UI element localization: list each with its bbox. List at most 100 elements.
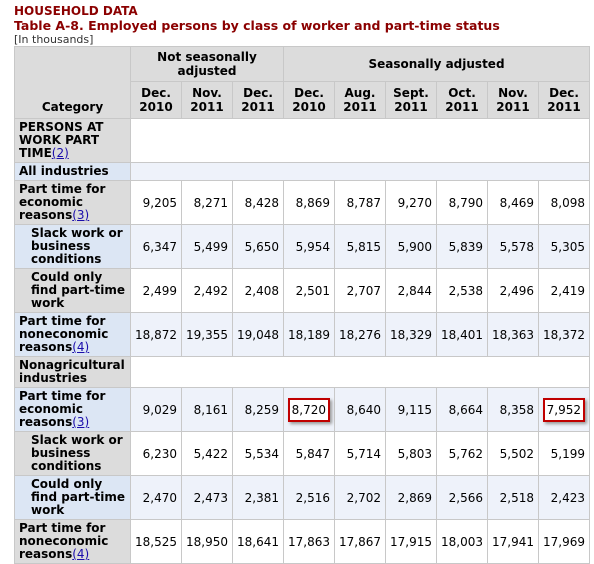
footnote-link[interactable]: (3)	[72, 208, 90, 222]
cell-value: 19,048	[237, 327, 279, 342]
table-cell: 5,815	[334, 224, 386, 269]
table-cell: 6,230	[130, 431, 182, 476]
table-cell: 17,863	[283, 519, 335, 564]
table-row: Part time for noneconomic reasons(4) 18,…	[14, 519, 590, 564]
row-label: Could only find part-time work	[14, 475, 131, 520]
table-cell: 9,115	[385, 387, 437, 432]
table-cell: 8,161	[181, 387, 233, 432]
section-title: HOUSEHOLD DATA	[14, 4, 138, 18]
cell-value: 5,847	[295, 446, 330, 461]
footnote-link[interactable]: (2)	[51, 146, 69, 160]
col-header: Dec. 2010	[283, 81, 335, 119]
cell-value: 18,003	[441, 534, 483, 549]
table-cell: 5,199	[538, 431, 590, 476]
table-cell: 2,423	[538, 475, 590, 520]
table-cell: 5,954	[283, 224, 335, 269]
group-header-nsa: Not seasonally adjusted	[130, 46, 284, 82]
cell-value: 8,869	[295, 195, 330, 210]
cell-value: 5,839	[448, 239, 483, 254]
table-cell: 18,872	[130, 312, 182, 357]
table-cell: 5,847	[283, 431, 335, 476]
cell-value: 5,578	[499, 239, 534, 254]
employment-table: Category Not seasonally adjusted Seasona…	[14, 46, 590, 564]
cell-value: 17,969	[543, 534, 585, 549]
cell-value: 6,347	[142, 239, 177, 254]
table-cell: 8,720	[283, 387, 335, 432]
cell-value: 17,867	[339, 534, 381, 549]
table-cell: 5,534	[232, 431, 284, 476]
cell-value: 19,355	[186, 327, 228, 342]
table-row: Slack work or business conditions 6,347 5…	[14, 224, 590, 269]
cell-value: 18,401	[441, 327, 483, 342]
cell-value: 2,470	[142, 490, 177, 505]
cell-value: 18,950	[186, 534, 228, 549]
cell-value: 2,538	[448, 283, 483, 298]
cell-value: 5,534	[244, 446, 279, 461]
cell-value: 18,189	[288, 327, 330, 342]
table-row: All industries	[14, 162, 590, 181]
highlighted-cell-value: 7,952	[542, 397, 585, 422]
table-cell: 5,839	[436, 224, 488, 269]
cell-value: 5,714	[346, 446, 381, 461]
footnote-link[interactable]: (4)	[72, 340, 90, 354]
cell-value: 2,501	[295, 283, 330, 298]
table-cell: 2,496	[487, 268, 539, 313]
cell-value: 9,029	[142, 402, 177, 417]
cell-value: 2,496	[499, 283, 534, 298]
cell-value: 18,372	[543, 327, 585, 342]
table-cell: 18,003	[436, 519, 488, 564]
table-cell: 5,900	[385, 224, 437, 269]
table-cell: 2,501	[283, 268, 335, 313]
col-header: Dec. 2010	[130, 81, 182, 119]
table-cell: 6,347	[130, 224, 182, 269]
cell-value: 2,419	[550, 283, 585, 298]
table-row: Part time for noneconomic reasons(4) 18,…	[14, 312, 590, 357]
cell-value: 8,664	[448, 402, 483, 417]
cell-value: 5,650	[244, 239, 279, 254]
table-cell: 8,469	[487, 180, 539, 225]
table-cell: 18,276	[334, 312, 386, 357]
table-row: Could only find part-time work 2,499 2,49…	[14, 268, 590, 313]
table-cell: 18,641	[232, 519, 284, 564]
cell-value: 8,787	[346, 195, 381, 210]
table-cell: 8,664	[436, 387, 488, 432]
highlighted-cell-value: 8,720	[287, 397, 330, 422]
table-cell: 18,329	[385, 312, 437, 357]
table-cell: 8,428	[232, 180, 284, 225]
table-cell: 8,869	[283, 180, 335, 225]
cell-value: 5,815	[346, 239, 381, 254]
footnote-link[interactable]: (4)	[72, 547, 90, 561]
table-cell: 2,707	[334, 268, 386, 313]
cell-value: 18,525	[135, 534, 177, 549]
cell-value: 5,499	[193, 239, 228, 254]
table-row: PERSONS AT WORK PART TIME(2)	[14, 118, 590, 163]
col-header: Nov. 2011	[181, 81, 233, 119]
cell-value: 5,803	[397, 446, 432, 461]
table-row: Part time for economic reasons(3) 9,205 8…	[14, 180, 590, 225]
col-header: Sept. 2011	[385, 81, 437, 119]
cell-value: 2,492	[193, 283, 228, 298]
table-cell: 9,270	[385, 180, 437, 225]
table-cell: 5,499	[181, 224, 233, 269]
cell-value: 17,941	[492, 534, 534, 549]
table-cell: 2,702	[334, 475, 386, 520]
table-cell: 17,915	[385, 519, 437, 564]
table-cell: 18,363	[487, 312, 539, 357]
table-cell: 2,419	[538, 268, 590, 313]
footnote-link[interactable]: (3)	[72, 415, 90, 429]
cell-value: 17,915	[390, 534, 432, 549]
cell-value: 8,640	[346, 402, 381, 417]
category-header: Category	[14, 46, 131, 119]
cell-value: 5,762	[448, 446, 483, 461]
table-cell: 2,516	[283, 475, 335, 520]
table-cell: 5,714	[334, 431, 386, 476]
cell-value: 2,518	[499, 490, 534, 505]
cell-value: 2,423	[550, 490, 585, 505]
table-cell: 18,950	[181, 519, 233, 564]
cell-value: 5,199	[550, 446, 585, 461]
cell-value: 5,502	[499, 446, 534, 461]
table-cell: 2,538	[436, 268, 488, 313]
cell-value: 18,329	[390, 327, 432, 342]
table-cell: 8,790	[436, 180, 488, 225]
table-cell: 9,205	[130, 180, 182, 225]
